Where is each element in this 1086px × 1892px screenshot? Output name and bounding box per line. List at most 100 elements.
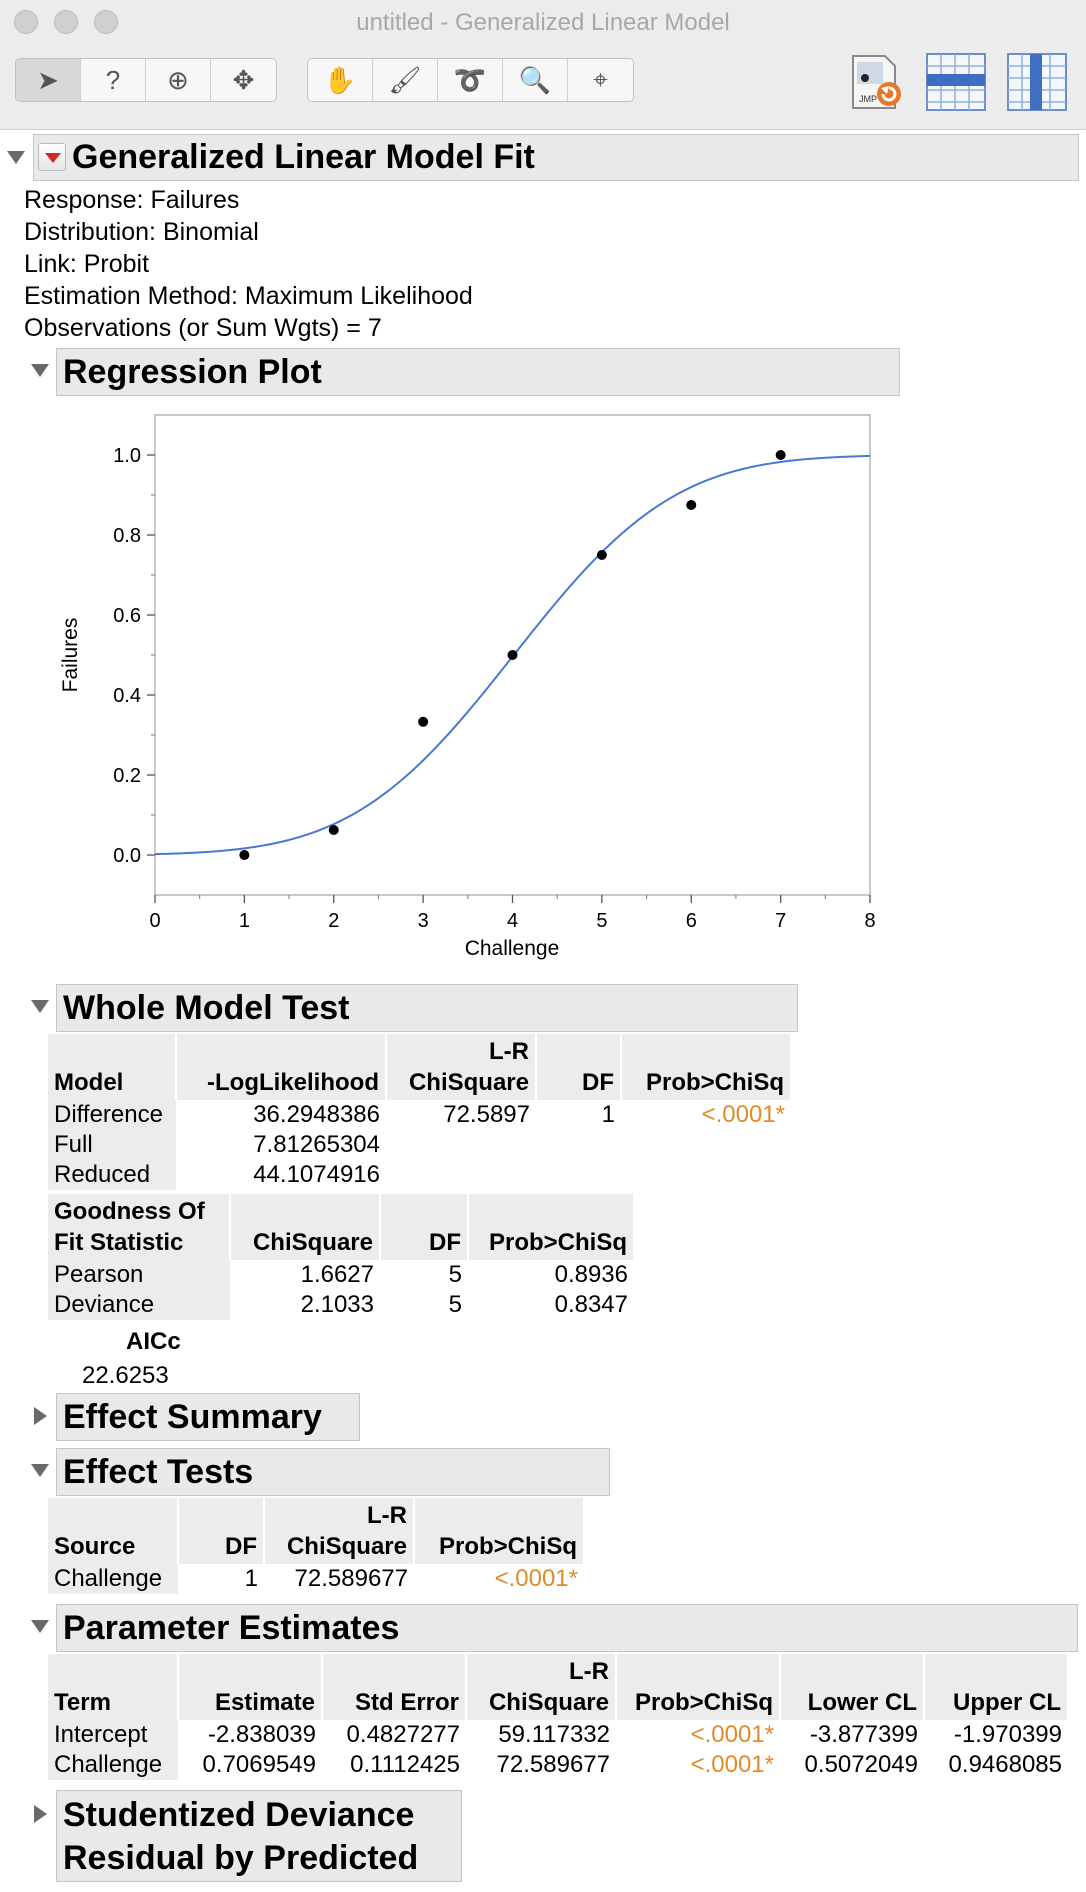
- distribution-info: Distribution: Binomial: [24, 218, 259, 246]
- chisq-cell: [386, 1160, 536, 1190]
- effect-tests-title: Effect Tests: [63, 1453, 254, 1491]
- y-tick-label: 0.2: [113, 765, 141, 787]
- table-row: Challenge 0.7069549 0.1112425 72.589677 …: [48, 1750, 1068, 1780]
- table-row: Deviance 2.1033 5 0.8347: [48, 1290, 634, 1320]
- svg-text:JMP: JMP: [859, 94, 877, 104]
- df-cell: [536, 1160, 621, 1190]
- df-cell: 1: [601, 1101, 615, 1128]
- stderr-cell: 0.4827277: [346, 1721, 460, 1748]
- table-row: Pearson 1.6627 5 0.8936: [48, 1260, 634, 1290]
- upper-cl-column-header: Upper CL: [924, 1654, 1069, 1720]
- term-cell: Challenge: [48, 1750, 178, 1780]
- model-cell: Full: [48, 1130, 176, 1160]
- table-row: Difference 36.2948386 72.5897 1 <.0001*: [48, 1100, 791, 1130]
- hand-tool-icon[interactable]: ✋: [308, 59, 373, 101]
- prob-cell: [621, 1130, 791, 1160]
- chisq-cell: 72.5897: [443, 1101, 530, 1128]
- chisq-cell: 1.6627: [300, 1261, 374, 1288]
- parameter-estimates-disclosure-icon[interactable]: [31, 1620, 49, 1633]
- whole-model-test-title-bar: Whole Model Test: [56, 984, 798, 1032]
- parameter-estimates-table: Term Estimate Std Error L-R ChiSquare Pro…: [48, 1654, 1069, 1780]
- x-tick-label: 0: [149, 910, 160, 932]
- y-axis-label: Failures: [59, 618, 82, 693]
- fit-statistic-column-header: Goodness Of Fit Statistic: [48, 1194, 231, 1260]
- arrow-tool-icon[interactable]: ➤: [16, 59, 81, 101]
- effect-summary-title-bar: Effect Summary: [56, 1393, 360, 1441]
- studentized-disclosure-icon[interactable]: [34, 1805, 47, 1823]
- response-info: Response: Failures: [24, 186, 240, 214]
- brush-tool-icon[interactable]: 🖌: [373, 59, 438, 101]
- data-point[interactable]: [418, 716, 429, 727]
- table-row: Challenge 1 72.589677 <.0001*: [48, 1564, 584, 1594]
- data-point[interactable]: [507, 650, 518, 660]
- term-cell: Intercept: [48, 1720, 178, 1750]
- link-info: Link: Probit: [24, 250, 150, 278]
- regression-plot-title-bar: Regression Plot: [56, 348, 900, 396]
- aicc-label: AICc: [126, 1328, 181, 1355]
- gof-df-column-header: DF: [380, 1194, 469, 1260]
- loglikelihood-column-header: -LogLikelihood: [176, 1034, 387, 1100]
- stderr-cell: 0.1112425: [350, 1751, 460, 1778]
- effect-tests-disclosure-icon[interactable]: [31, 1464, 49, 1477]
- y-tick-label: 0.8: [113, 525, 141, 547]
- table-row: Intercept -2.838039 0.4827277 59.117332 …: [48, 1720, 1068, 1750]
- df-cell: 5: [448, 1261, 462, 1288]
- model-column-header: Model: [48, 1034, 177, 1100]
- help-tool-icon[interactable]: ?: [81, 59, 146, 101]
- parameter-estimates-title: Parameter Estimates: [63, 1609, 400, 1647]
- goodness-of-fit-table: Goodness Of Fit Statistic ChiSquare DF Pr…: [48, 1194, 635, 1320]
- df-cell: 5: [448, 1291, 462, 1318]
- y-tick-label: 0.6: [113, 605, 141, 627]
- red-triangle-menu-icon[interactable]: [38, 143, 66, 171]
- report-title: Generalized Linear Model Fit: [72, 138, 535, 176]
- effect-tests-title-bar: Effect Tests: [56, 1448, 610, 1496]
- crosshair-tool-icon[interactable]: ⌖: [593, 64, 608, 94]
- regression-plot-disclosure-icon[interactable]: [31, 364, 49, 377]
- estimation-method-info: Estimation Method: Maximum Likelihood: [24, 282, 473, 310]
- data-table-columns-icon[interactable]: [1005, 50, 1069, 114]
- prob-cell: [621, 1160, 791, 1190]
- selection-tool-icon[interactable]: ⊕: [146, 59, 211, 101]
- pe-prob-column-header: Prob>ChiSq: [616, 1654, 781, 1720]
- std-error-column-header: Std Error: [322, 1654, 467, 1720]
- model-cell: Reduced: [48, 1160, 176, 1190]
- window-title: untitled - Generalized Linear Model: [356, 9, 730, 36]
- chisq-cell: 72.589677: [496, 1751, 610, 1778]
- x-tick-label: 5: [596, 910, 607, 932]
- minimize-window-button[interactable]: [54, 10, 78, 34]
- et-df-column-header: DF: [178, 1498, 265, 1564]
- loglik-cell: 7.81265304: [253, 1131, 380, 1158]
- data-point[interactable]: [686, 500, 697, 510]
- stat-cell: Pearson: [48, 1260, 230, 1290]
- data-point[interactable]: [239, 850, 250, 860]
- chisq-cell: [386, 1130, 536, 1160]
- prob-cell: 0.8936: [554, 1261, 628, 1288]
- lasso-tool-icon[interactable]: ➰: [438, 59, 503, 101]
- jmp-revert-icon[interactable]: JMP: [843, 50, 907, 114]
- whole-model-test-disclosure-icon[interactable]: [31, 1000, 49, 1013]
- tool-group-1: ➤ ? ⊕ ✥: [15, 58, 277, 102]
- x-tick-label: 6: [686, 910, 697, 932]
- estimate-cell: 0.7069549: [202, 1751, 316, 1778]
- data-point[interactable]: [328, 825, 339, 835]
- loglik-cell: 44.1074916: [253, 1161, 380, 1188]
- data-table-rows-icon[interactable]: [924, 50, 988, 114]
- report-disclosure-icon[interactable]: [7, 151, 25, 164]
- move-tool-icon[interactable]: ✥: [232, 64, 255, 95]
- zoom-window-button[interactable]: [94, 10, 118, 34]
- data-point[interactable]: [596, 550, 607, 560]
- source-cell: Challenge: [48, 1564, 178, 1594]
- model-cell: Difference: [48, 1100, 176, 1130]
- studentized-title-line2: Residual by Predicted: [63, 1839, 419, 1877]
- observations-info: Observations (or Sum Wgts) = 7: [24, 314, 382, 342]
- close-window-button[interactable]: [14, 10, 38, 34]
- prob-cell: <.0001*: [701, 1101, 785, 1128]
- df-cell: 1: [244, 1565, 258, 1592]
- df-column-header: DF: [536, 1034, 622, 1100]
- effect-summary-disclosure-icon[interactable]: [34, 1407, 47, 1425]
- data-point[interactable]: [775, 450, 786, 460]
- magnifier-tool-icon[interactable]: 🔍: [503, 59, 568, 101]
- prob-column-header: Prob>ChiSq: [621, 1034, 792, 1100]
- et-lr-chisquare-column-header: L-R ChiSquare: [264, 1498, 415, 1564]
- whole-model-test-table: Model -LogLikelihood L-R ChiSquare DF Pro…: [48, 1034, 792, 1190]
